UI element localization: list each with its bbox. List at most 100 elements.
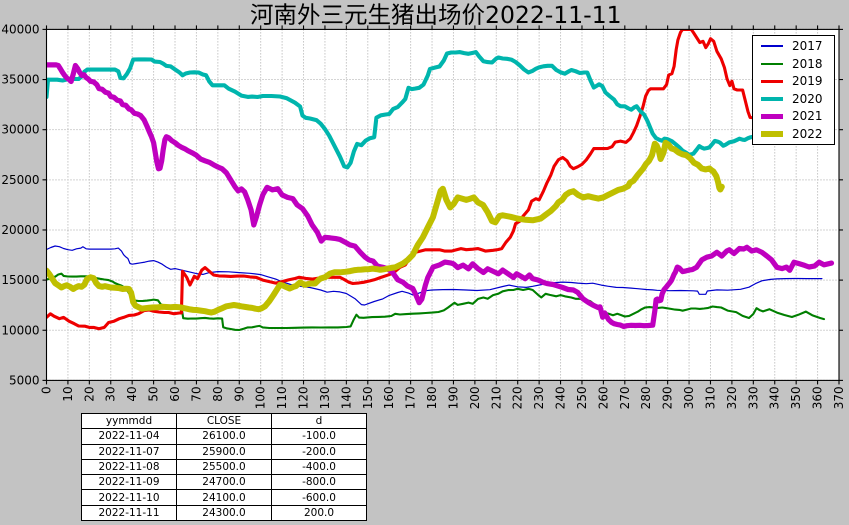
x-tick-label: 370	[832, 386, 846, 409]
legend-item-2018: 2018	[753, 55, 834, 73]
x-tick-label: 40	[125, 386, 139, 401]
x-tick-label: 150	[361, 386, 375, 409]
x-tick-label: 140	[339, 386, 353, 409]
table-row: 2022-11-04 26100.0 -100.0	[81, 428, 367, 445]
x-tick-label: 90	[232, 386, 246, 401]
series-line-2020	[46, 50, 756, 170]
y-tick-label: 35000	[1, 73, 39, 87]
legend-item-2021: 2021	[753, 108, 834, 126]
chart-legend: 2017 2018 2019 2020 2021 2022	[752, 35, 835, 145]
legend-label-2022: 2022	[792, 126, 823, 141]
table-cell: 200.0	[271, 504, 367, 522]
legend-swatch-2022	[761, 130, 783, 137]
x-tick-label: 310	[703, 386, 717, 409]
legend-item-2020: 2020	[753, 90, 834, 108]
legend-swatch-2017	[761, 45, 783, 47]
x-tick-label: 170	[404, 386, 418, 409]
table-cell: 25900.0	[176, 443, 272, 460]
x-tick-label: 360	[811, 386, 825, 409]
legend-swatch-2021	[761, 113, 783, 119]
table-row: 2022-11-07 25900.0 -200.0	[81, 443, 367, 460]
legend-item-2019: 2019	[753, 72, 834, 90]
y-tick-label: 40000	[1, 22, 39, 36]
table-cell: 24100.0	[176, 489, 272, 506]
table-cell: 2022-11-04	[81, 428, 177, 445]
x-tick-label: 0	[40, 386, 54, 394]
x-tick-label: 100	[254, 386, 268, 409]
y-tick-label: 25000	[1, 173, 39, 187]
table-cell: -800.0	[271, 474, 367, 491]
x-tick-label: 280	[639, 386, 653, 409]
x-tick-label: 80	[211, 386, 225, 401]
series-line-2017	[46, 245, 823, 306]
legend-label-2021: 2021	[792, 109, 823, 124]
table-cell: 2022-11-07	[81, 443, 177, 460]
legend-item-2022: 2022	[753, 125, 834, 143]
legend-label-2018: 2018	[792, 56, 823, 71]
series-line-2019	[46, 29, 758, 331]
table-header-cell: yymmdd	[81, 412, 177, 430]
x-tick-label: 70	[189, 386, 203, 401]
table-row: 2022-11-11 24300.0 200.0	[81, 504, 367, 522]
table-cell: 2022-11-09	[81, 474, 177, 491]
x-tick-label: 190	[446, 386, 460, 409]
table-header-row: yymmdd CLOSE d	[81, 412, 367, 430]
x-tick-label: 230	[532, 386, 546, 409]
legend-label-2017: 2017	[792, 39, 823, 54]
table-cell: 2022-11-11	[81, 504, 177, 522]
x-tick-label: 270	[618, 386, 632, 409]
x-tick-label: 240	[554, 386, 568, 409]
recent-close-table: yymmdd CLOSE d 2022-11-04 26100.0 -100.0 2022-…	[81, 412, 367, 522]
x-tick-label: 180	[425, 386, 439, 409]
x-tick-label: 300	[682, 386, 696, 409]
tick-labels: 5000 10000 15000 20000 25000 30000 35000 40000 0…	[1, 22, 846, 409]
plot-border-and-ticks	[42, 25, 843, 385]
table-cell: -400.0	[271, 458, 367, 476]
x-tick-label: 260	[596, 386, 610, 409]
table-row: 2022-11-09 24700.0 -800.0	[81, 474, 367, 491]
x-tick-label: 320	[725, 386, 739, 409]
table-row: 2022-11-10 24100.0 -600.0	[81, 489, 367, 506]
table-cell: -200.0	[271, 443, 367, 460]
x-tick-label: 350	[789, 386, 803, 409]
y-tick-label: 10000	[1, 323, 39, 337]
y-tick-label: 30000	[1, 123, 39, 137]
x-tick-label: 250	[575, 386, 589, 409]
x-tick-label: 110	[275, 386, 289, 409]
x-tick-label: 210	[489, 386, 503, 409]
x-tick-label: 120	[297, 386, 311, 409]
series-lines	[46, 29, 835, 332]
x-tick-label: 130	[318, 386, 332, 409]
x-tick-label: 50	[147, 386, 161, 401]
table-cell: 24300.0	[176, 504, 272, 522]
series-line-2018	[46, 272, 826, 332]
y-tick-label: 5000	[9, 373, 40, 387]
page-title-glyphs	[250, 3, 620, 26]
x-tick-label: 30	[104, 386, 118, 401]
table-cell: -600.0	[271, 489, 367, 506]
table-cell: 2022-11-10	[81, 489, 177, 506]
x-tick-label: 200	[468, 386, 482, 409]
legend-label-2019: 2019	[792, 74, 823, 89]
series-line-2021	[46, 62, 835, 330]
table-cell: 2022-11-08	[81, 458, 177, 476]
x-tick-label: 330	[746, 386, 760, 409]
table-header-cell: CLOSE	[176, 412, 272, 430]
legend-item-2017: 2017	[753, 37, 834, 55]
x-tick-label: 290	[661, 386, 675, 409]
x-tick-label: 340	[768, 386, 782, 409]
y-tick-label: 15000	[1, 273, 39, 287]
table-cell: 24700.0	[176, 474, 272, 491]
x-tick-label: 160	[382, 386, 396, 409]
plot-area	[46, 29, 839, 381]
legend-label-2020: 2020	[792, 91, 823, 106]
legend-swatch-2019	[761, 79, 783, 83]
y-tick-label: 20000	[1, 223, 39, 237]
table-cell: -100.0	[271, 428, 367, 445]
table-cell: 25500.0	[176, 458, 272, 476]
table-row: 2022-11-08 25500.0 -400.0	[81, 458, 367, 476]
x-tick-label: 60	[168, 386, 182, 401]
legend-swatch-2020	[761, 96, 783, 101]
